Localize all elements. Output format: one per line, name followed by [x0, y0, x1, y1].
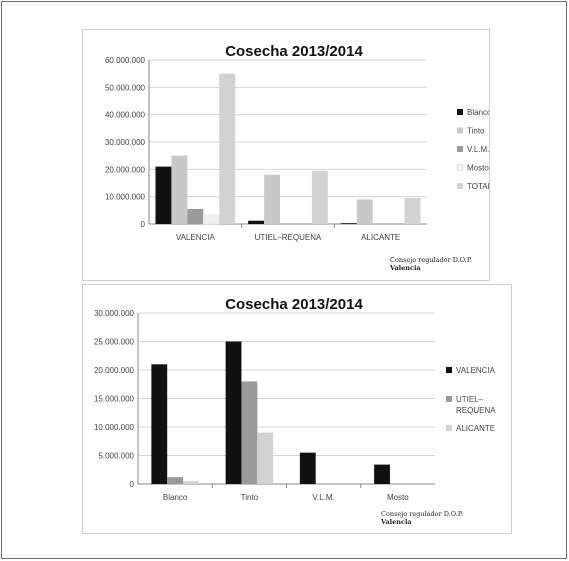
- y-tick-label: 15.000.000: [94, 395, 135, 404]
- legend-label: Blanco: [467, 108, 489, 117]
- y-tick-label: 10.000.000: [105, 193, 146, 202]
- legend-label: ALICANTE: [456, 424, 495, 433]
- chart-title: Cosecha 2013/2014: [225, 43, 363, 60]
- bar: [203, 214, 220, 225]
- source-note: Valencia: [380, 518, 412, 526]
- chart-by-region: Cosecha 2013/2014 0 10.000.000 20.000.000 30…: [105, 43, 489, 272]
- y-tick-label: 40.000.000: [105, 111, 146, 120]
- bar: [167, 477, 184, 484]
- bar: [151, 364, 168, 484]
- legend-label: Tinto: [467, 127, 485, 136]
- x-tick-label: V.L.M.: [312, 493, 334, 502]
- y-tick-label: 20.000.000: [94, 366, 135, 375]
- x-tick-label: Mosto: [387, 493, 409, 502]
- x-tick-label: ALICANTE: [361, 233, 400, 242]
- bar: [155, 166, 172, 224]
- y-tick-label: 50.000.000: [105, 83, 146, 92]
- legend-swatch: [446, 367, 452, 373]
- legend-label: Mosto: [467, 164, 489, 173]
- y-tick-label: 25.000.000: [94, 338, 135, 347]
- bar: [187, 208, 204, 224]
- legend-swatch: [446, 425, 452, 431]
- y-tick-label: 5.000.000: [98, 452, 134, 461]
- legend-label: V.L.M.: [467, 145, 489, 154]
- y-tick-label: 60.000.000: [105, 56, 146, 65]
- legend-label: VALENCIA: [456, 366, 496, 375]
- legend-label: UTIEL–: [456, 395, 484, 404]
- x-tick-label: Blanco: [163, 493, 188, 502]
- bar: [171, 155, 188, 224]
- x-tick-label: VALENCIA: [176, 233, 216, 242]
- source-note: Consejo regulador D.O.P.: [381, 510, 463, 518]
- source-note: Valencia: [389, 264, 421, 272]
- x-tick-label: Tinto: [241, 493, 259, 502]
- y-tick-label: 30.000.000: [94, 309, 135, 318]
- legend-label: TOTAL:: [467, 182, 489, 191]
- bar: [219, 73, 236, 224]
- source-note: Consejo regulador D.O.P.: [390, 256, 472, 264]
- bar: [340, 223, 357, 224]
- legend-swatch: [457, 146, 463, 152]
- legend-swatch: [456, 164, 464, 171]
- bar: [404, 198, 421, 224]
- bar: [248, 220, 265, 224]
- legend-swatch: [457, 109, 463, 115]
- chart-title: Cosecha 2013/2014: [225, 296, 363, 313]
- chart-by-type: Cosecha 2013/2014 0 5.000.000 10.000.000 15.…: [94, 296, 496, 526]
- chart-panel-by-type: Cosecha 2013/2014 0 5.000.000 10.000.000 15.…: [82, 284, 512, 534]
- legend-swatch: [446, 396, 452, 402]
- bar: [356, 199, 373, 224]
- bar: [311, 170, 328, 224]
- y-tick-label: 20.000.000: [105, 165, 146, 174]
- bar: [183, 481, 199, 484]
- legend-label: REQUENA: [456, 406, 496, 415]
- bar: [257, 432, 274, 484]
- legend-swatch: [457, 127, 463, 134]
- chart-panel-by-region: Cosecha 2013/2014 0 10.000.000 20.000.000 30…: [82, 29, 490, 281]
- y-tick-label: 0: [141, 220, 146, 229]
- bar: [241, 381, 258, 484]
- y-tick-label: 10.000.000: [94, 423, 135, 432]
- bar: [264, 174, 281, 224]
- bar: [374, 464, 390, 484]
- legend-swatch: [457, 183, 463, 189]
- x-tick-label: UTIEL–REQUENA: [255, 233, 322, 242]
- bar: [225, 341, 242, 484]
- y-tick-label: 0: [130, 480, 135, 489]
- y-tick-label: 30.000.000: [105, 138, 146, 147]
- bar: [299, 452, 316, 484]
